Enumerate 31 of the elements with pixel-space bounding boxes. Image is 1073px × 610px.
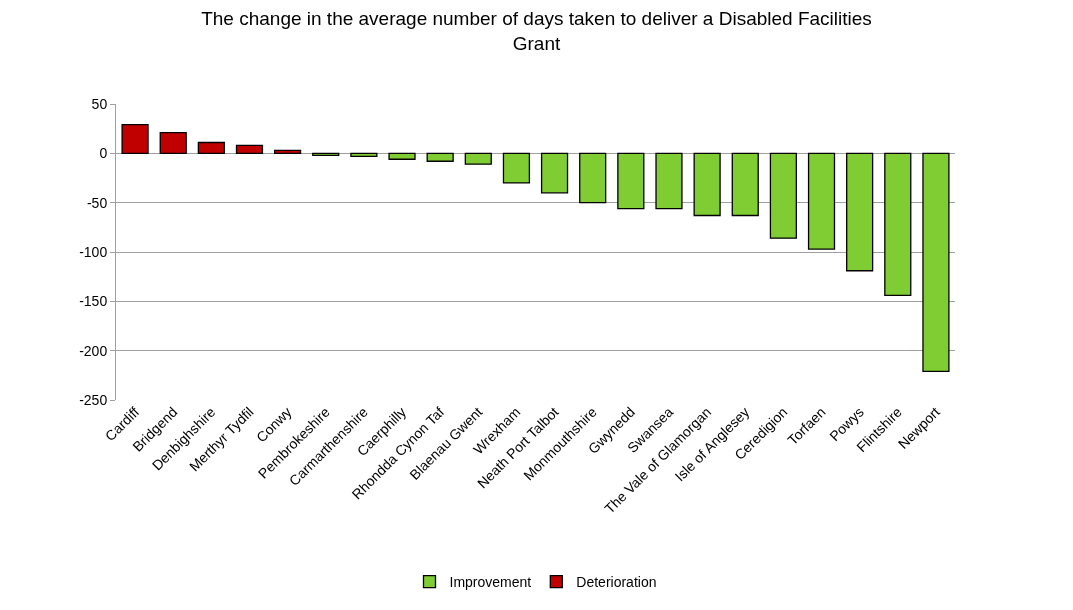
bar <box>159 131 187 154</box>
legend-label: Improvement <box>449 574 532 591</box>
bar <box>426 152 454 162</box>
chart-title: The change in the average number of days taken to deliver a Disabled Facilities Grant <box>201 8 872 54</box>
legend-label: Deterioration <box>576 574 657 591</box>
bar <box>350 152 378 157</box>
y-tick-label: -200 <box>79 342 108 359</box>
bar <box>922 152 950 373</box>
bar <box>731 152 759 217</box>
bar <box>235 144 264 154</box>
bar <box>617 152 645 210</box>
bar <box>197 141 225 154</box>
y-tick-label: -100 <box>79 243 108 260</box>
y-tick-label: 0 <box>99 145 108 162</box>
bar <box>693 152 721 217</box>
bar <box>274 149 302 154</box>
bar <box>846 152 874 272</box>
bar <box>121 124 149 154</box>
bar <box>769 152 797 239</box>
y-tick-label: 50 <box>91 95 108 112</box>
bar <box>388 152 416 160</box>
bar <box>655 152 683 210</box>
bar <box>502 152 531 184</box>
bar <box>540 152 569 194</box>
bar <box>579 152 607 204</box>
bar <box>464 152 492 165</box>
y-tick-label: -50 <box>86 194 108 211</box>
bar <box>807 152 836 250</box>
y-tick-label: -250 <box>79 391 108 408</box>
y-tick-label: -150 <box>79 293 108 310</box>
bar <box>884 152 912 297</box>
